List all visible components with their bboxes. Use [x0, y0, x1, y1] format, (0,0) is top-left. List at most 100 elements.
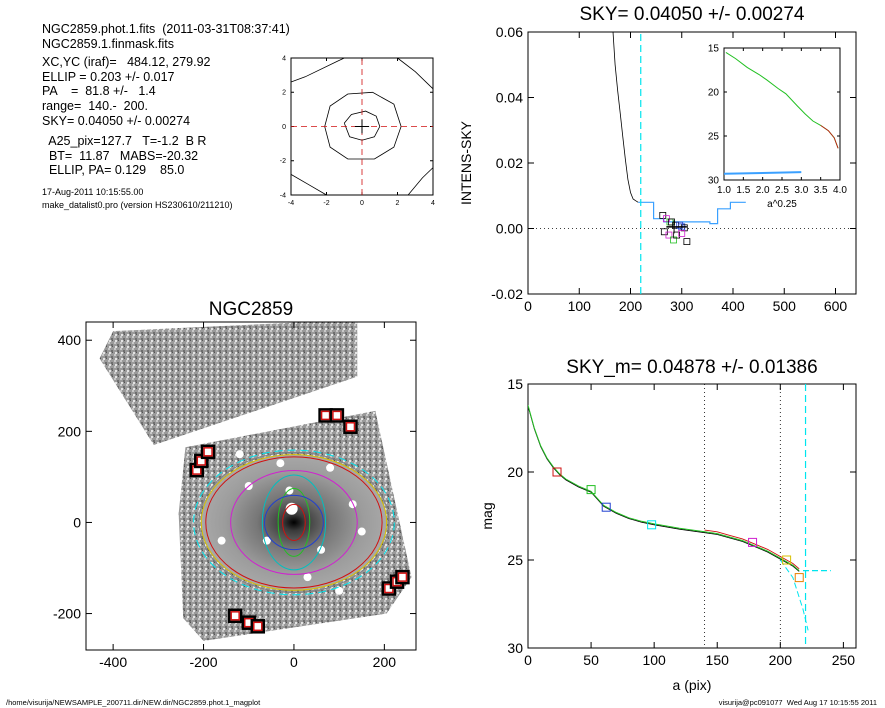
contour-line — [343, 110, 381, 141]
mag-sample-box — [586, 485, 596, 495]
y-tick-label: 0.00 — [496, 220, 523, 236]
info-line: ELLIP = 0.203 +/- 0.017 — [42, 69, 175, 84]
y-tick-label: 20 — [507, 464, 523, 480]
survey-strip — [99, 322, 358, 445]
masked-star — [235, 450, 244, 459]
info-line: SKY= 0.04050 +/- 0.00274 — [42, 113, 191, 128]
y-tick-label: 20 — [708, 88, 720, 99]
x-tick-label: 0 — [360, 200, 364, 207]
y-tick-label: 200 — [58, 423, 82, 439]
x-tick-label: -200 — [190, 654, 218, 670]
contour-line — [407, 167, 434, 196]
x-tick-label: -2 — [323, 200, 329, 207]
mag-sample-box — [748, 537, 758, 547]
masked-region-box-inner — [320, 410, 331, 421]
x-tick-label: 1.0 — [717, 185, 731, 196]
chart-title: SKY_m= 0.04878 +/- 0.01386 — [566, 357, 817, 378]
masked-star — [276, 459, 285, 468]
x-tick-label: 200 — [769, 652, 793, 668]
x-tick-label: 2.0 — [756, 185, 770, 196]
y-tick-label: 25 — [708, 132, 720, 143]
x-tick-label: 2 — [396, 200, 400, 207]
masked-region-box — [200, 444, 216, 460]
isophote-ellipse — [205, 456, 383, 589]
galaxy-image-plot: NGC2859 -400 -200 0 200 -200 0 200 400 — [53, 299, 417, 670]
centering-contour-plot: -4 -2 0 2 4 -4 -2 0 2 4 — [280, 55, 435, 207]
isophote-ellipse — [264, 494, 324, 551]
masked-star — [348, 500, 357, 509]
masked-region-box-inner — [397, 572, 408, 582]
inset-plot: 1.0 1.5 2.0 2.5 3.0 3.5 4.0 15 20 25 30 a^0.25 — [708, 44, 848, 211]
isophote-ellipse — [261, 474, 327, 571]
masked-region-box-inner — [345, 422, 356, 432]
masked-region-box-inner — [253, 621, 263, 632]
info-program: make_datalist0.pro (version HS230610/211… — [42, 199, 233, 210]
sky-steps — [638, 201, 746, 225]
y-tick-label: 15 — [708, 44, 720, 55]
mag-profile-red — [704, 529, 800, 570]
footer-user-time: visurija@pc091077 Wed Aug 17 10:15:55 20… — [718, 698, 877, 707]
masked-region-box-inner — [230, 611, 240, 621]
image-area — [99, 322, 412, 641]
x-tick-label: 1.5 — [736, 185, 750, 196]
masked-star — [357, 527, 366, 536]
x-axis-label: a (pix) — [673, 677, 712, 693]
x-tick-label: 200 — [373, 654, 397, 670]
contour-line — [290, 57, 345, 83]
x-tick-label: 4.0 — [833, 185, 847, 196]
contour-line — [397, 57, 434, 90]
y-axis-label: INTENS-SKY — [458, 120, 474, 205]
info-date: 17-Aug-2011 10:15:55.00 — [42, 186, 144, 197]
isophote-ellipse — [282, 503, 306, 542]
magnitude-profile-plot: SKY_m= 0.04878 +/- 0.01386 0 50 100 150 200 25… — [479, 357, 857, 693]
mag-sample-box — [782, 555, 792, 565]
y-tick-label: 4 — [282, 55, 286, 62]
masked-region-box-inner — [332, 410, 342, 421]
x-tick-label: 100 — [642, 652, 666, 668]
y-tick-label: -2 — [280, 158, 286, 165]
masked-star — [303, 573, 312, 582]
x-tick-label: 500 — [773, 298, 797, 314]
chart-title: NGC2859 — [209, 299, 294, 320]
x-tick-label: 3.0 — [794, 185, 808, 196]
y-tick-label: 0.04 — [496, 89, 523, 105]
inset-x-label: a^0.25 — [767, 199, 797, 210]
info-line: NGC2859.1.finmask.fits — [42, 36, 174, 51]
masked-region-box — [343, 419, 358, 435]
x-tick-label: 200 — [619, 298, 643, 314]
y-tick-label: 2 — [282, 90, 286, 97]
masked-region-box-inner — [203, 447, 213, 457]
y-tick-label: 0 — [282, 124, 286, 131]
mag-plot-area — [528, 384, 831, 648]
plot-frame — [527, 383, 857, 649]
mag-sample-box — [647, 520, 657, 530]
y-tick-label: 30 — [708, 176, 720, 187]
isophote-ellipse — [200, 454, 388, 591]
info-line: NGC2859.phot.1.fits (2011-03-31T08:37:41… — [42, 22, 290, 36]
y-axis-label: mag — [479, 502, 495, 529]
info-line: PA = 81.8 +/- 1.4 — [42, 84, 156, 99]
x-tick-label: -4 — [288, 200, 294, 207]
inset-sky-band — [723, 171, 802, 175]
y-tick-label: 0.02 — [496, 155, 523, 171]
masked-star — [335, 586, 344, 595]
masked-star — [326, 463, 335, 472]
x-tick-label: 4 — [431, 200, 435, 207]
sky-sample-box — [673, 231, 681, 239]
plot-frame — [527, 31, 857, 295]
info-line: XC,YC (iraf)= 484.12, 279.92 — [42, 55, 211, 70]
x-tick-label: 0 — [524, 298, 532, 314]
sky-profile-plot: SKY= 0.04050 +/- 0.00274 0 100 200 300 400 500… — [458, 4, 857, 314]
inset-profile-red — [820, 125, 839, 149]
masked-region-box — [250, 619, 266, 634]
photometry-info: NGC2859.phot.1.fits (2011-03-31T08:37:41… — [42, 22, 290, 212]
sky-sample-box — [665, 231, 673, 239]
mag-sample-box — [552, 467, 562, 477]
sky-drop — [779, 559, 809, 631]
x-tick-label: 100 — [568, 298, 592, 314]
y-tick-label: -0.02 — [491, 286, 523, 302]
plot-frame — [723, 47, 841, 181]
isophote-ellipse — [198, 451, 390, 594]
footer-path: /home/visurija/NEWSAMPLE_200711.dir/NEW.… — [6, 698, 261, 707]
